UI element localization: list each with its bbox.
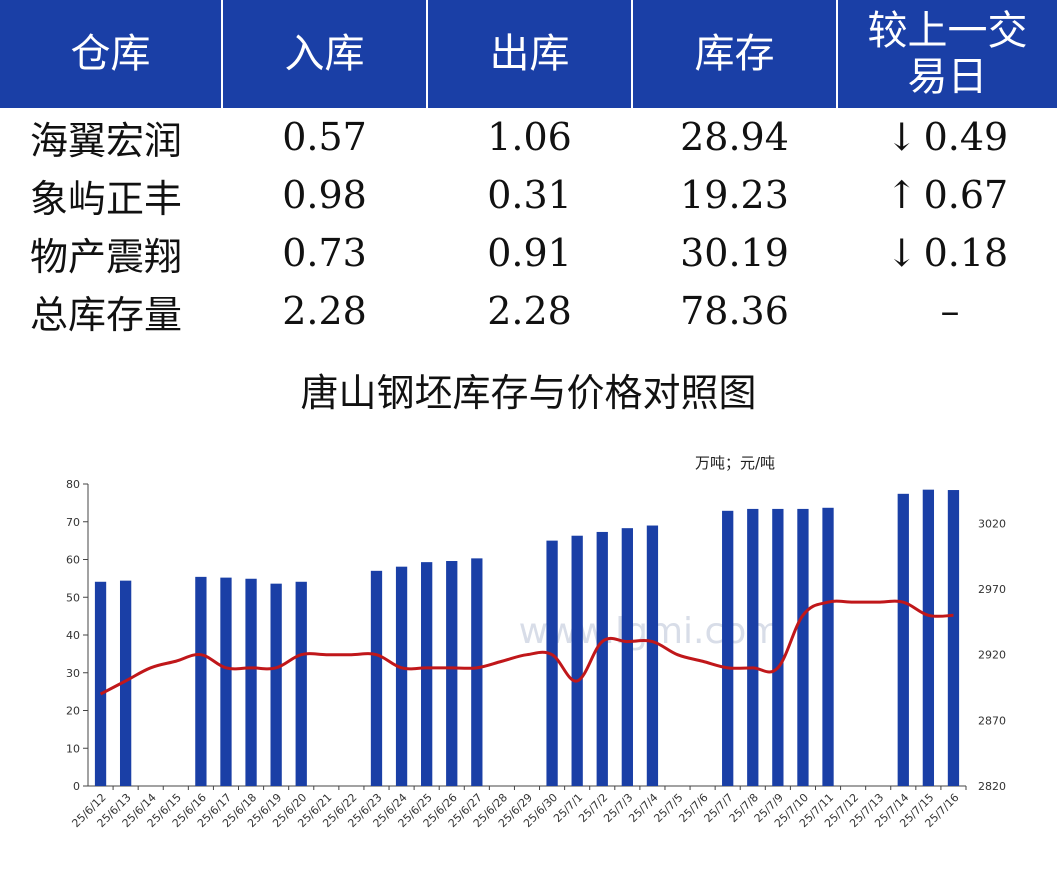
bar (772, 508, 784, 786)
bar (747, 508, 759, 786)
table-body: 海翼宏润 0.57 1.06 28.94 ↓ 0.49 象屿正丰 0.98 0.31 19.23 ↑… (0, 108, 1057, 340)
stock-value: 19.23 (680, 173, 789, 217)
y-left-tick-label: 40 (66, 629, 80, 642)
outbound-value: 1.06 (487, 115, 572, 159)
bar (295, 581, 307, 786)
warehouse-name: 象屿正丰 (30, 176, 183, 221)
bar (596, 531, 608, 786)
bar (446, 561, 458, 786)
stock-value: 78.36 (680, 289, 789, 333)
units-label: 万吨；元/吨 (695, 454, 776, 472)
table-row: 物产震翔 0.73 0.91 30.19 ↓ 0.18 (0, 224, 1057, 282)
bar (471, 558, 483, 786)
bar (395, 566, 408, 786)
y-left-tick-label: 50 (66, 591, 80, 604)
arrow-down-icon: ↓ (885, 231, 918, 275)
y-left-tick-label: 10 (66, 742, 80, 755)
y-left-tick-label: 0 (73, 780, 80, 793)
bar (270, 583, 282, 786)
inbound-value: 2.28 (282, 289, 367, 333)
change-value: – (940, 289, 960, 333)
warehouse-name: 物产震翔 (30, 234, 183, 279)
chart-title: 唐山钢坯库存与价格对照图 (300, 371, 757, 415)
arrow-down-icon: ↓ (885, 115, 918, 159)
bar (220, 577, 232, 786)
bar (822, 507, 834, 786)
bar (621, 528, 633, 786)
bar (370, 570, 383, 786)
change-value: 0.18 (923, 231, 1009, 275)
bar (947, 490, 960, 786)
y-left-tick-label: 60 (66, 554, 80, 567)
warehouse-name: 海翼宏润 (30, 118, 183, 163)
table-row: 总库存量 2.28 2.28 78.36 – (0, 282, 1057, 340)
price-line (99, 599, 954, 696)
warehouse-name: 总库存量 (30, 292, 183, 337)
inbound-value: 0.57 (282, 115, 367, 159)
stock-value: 28.94 (680, 115, 789, 159)
arrow-up-icon: ↑ (885, 173, 918, 217)
change-cell: ↑ 0.67 (837, 166, 1057, 224)
bar (922, 489, 935, 786)
header-stock: 库存 (632, 0, 838, 108)
outbound-value: 0.31 (487, 173, 572, 217)
table-header-row: 仓库 入库 出库 库存 较上一交易日 (0, 0, 1057, 108)
change-cell: ↓ 0.18 (837, 224, 1057, 282)
bar (797, 508, 809, 786)
outbound-value: 0.91 (487, 231, 572, 275)
bar (546, 540, 558, 786)
y-right-tick-label: 2820 (978, 780, 1006, 793)
bar (245, 578, 257, 786)
header-warehouse: 仓库 (0, 0, 223, 108)
inbound-value: 0.98 (282, 173, 367, 217)
bar (571, 535, 583, 786)
bar (421, 562, 433, 786)
bar (195, 576, 207, 786)
y-left-tick-label: 20 (66, 705, 80, 718)
table-row: 海翼宏润 0.57 1.06 28.94 ↓ 0.49 (0, 108, 1057, 166)
y-left-tick-label: 30 (66, 667, 80, 680)
change-cell: – (837, 282, 1057, 340)
bar (94, 581, 107, 786)
y-right-tick-label: 2870 (978, 714, 1006, 727)
header-inbound: 入库 (222, 0, 428, 108)
bar (722, 510, 734, 786)
change-value: 0.49 (923, 115, 1009, 159)
outbound-value: 2.28 (487, 289, 572, 333)
y-right-tick-label: 2920 (978, 649, 1006, 662)
inbound-value: 0.73 (282, 231, 367, 275)
table-row: 象屿正丰 0.98 0.31 19.23 ↑ 0.67 (0, 166, 1057, 224)
header-change: 较上一交易日 (837, 0, 1057, 108)
y-right-tick-label: 2970 (978, 583, 1006, 596)
change-cell: ↓ 0.49 (837, 108, 1057, 166)
change-value: 0.67 (923, 173, 1009, 217)
bar (119, 580, 132, 786)
stock-value: 30.19 (680, 231, 789, 275)
header-outbound: 出库 (427, 0, 633, 108)
inventory-table: 仓库 入库 出库 库存 较上一交易日 海翼宏润 0.57 1.06 28.94 ↓ 0.4… (0, 0, 1057, 340)
y-left-tick-label: 80 (66, 478, 80, 491)
y-right-tick-label: 3020 (978, 517, 1006, 530)
bar (897, 493, 909, 786)
y-left-tick-label: 70 (66, 516, 80, 529)
bar (646, 525, 659, 786)
